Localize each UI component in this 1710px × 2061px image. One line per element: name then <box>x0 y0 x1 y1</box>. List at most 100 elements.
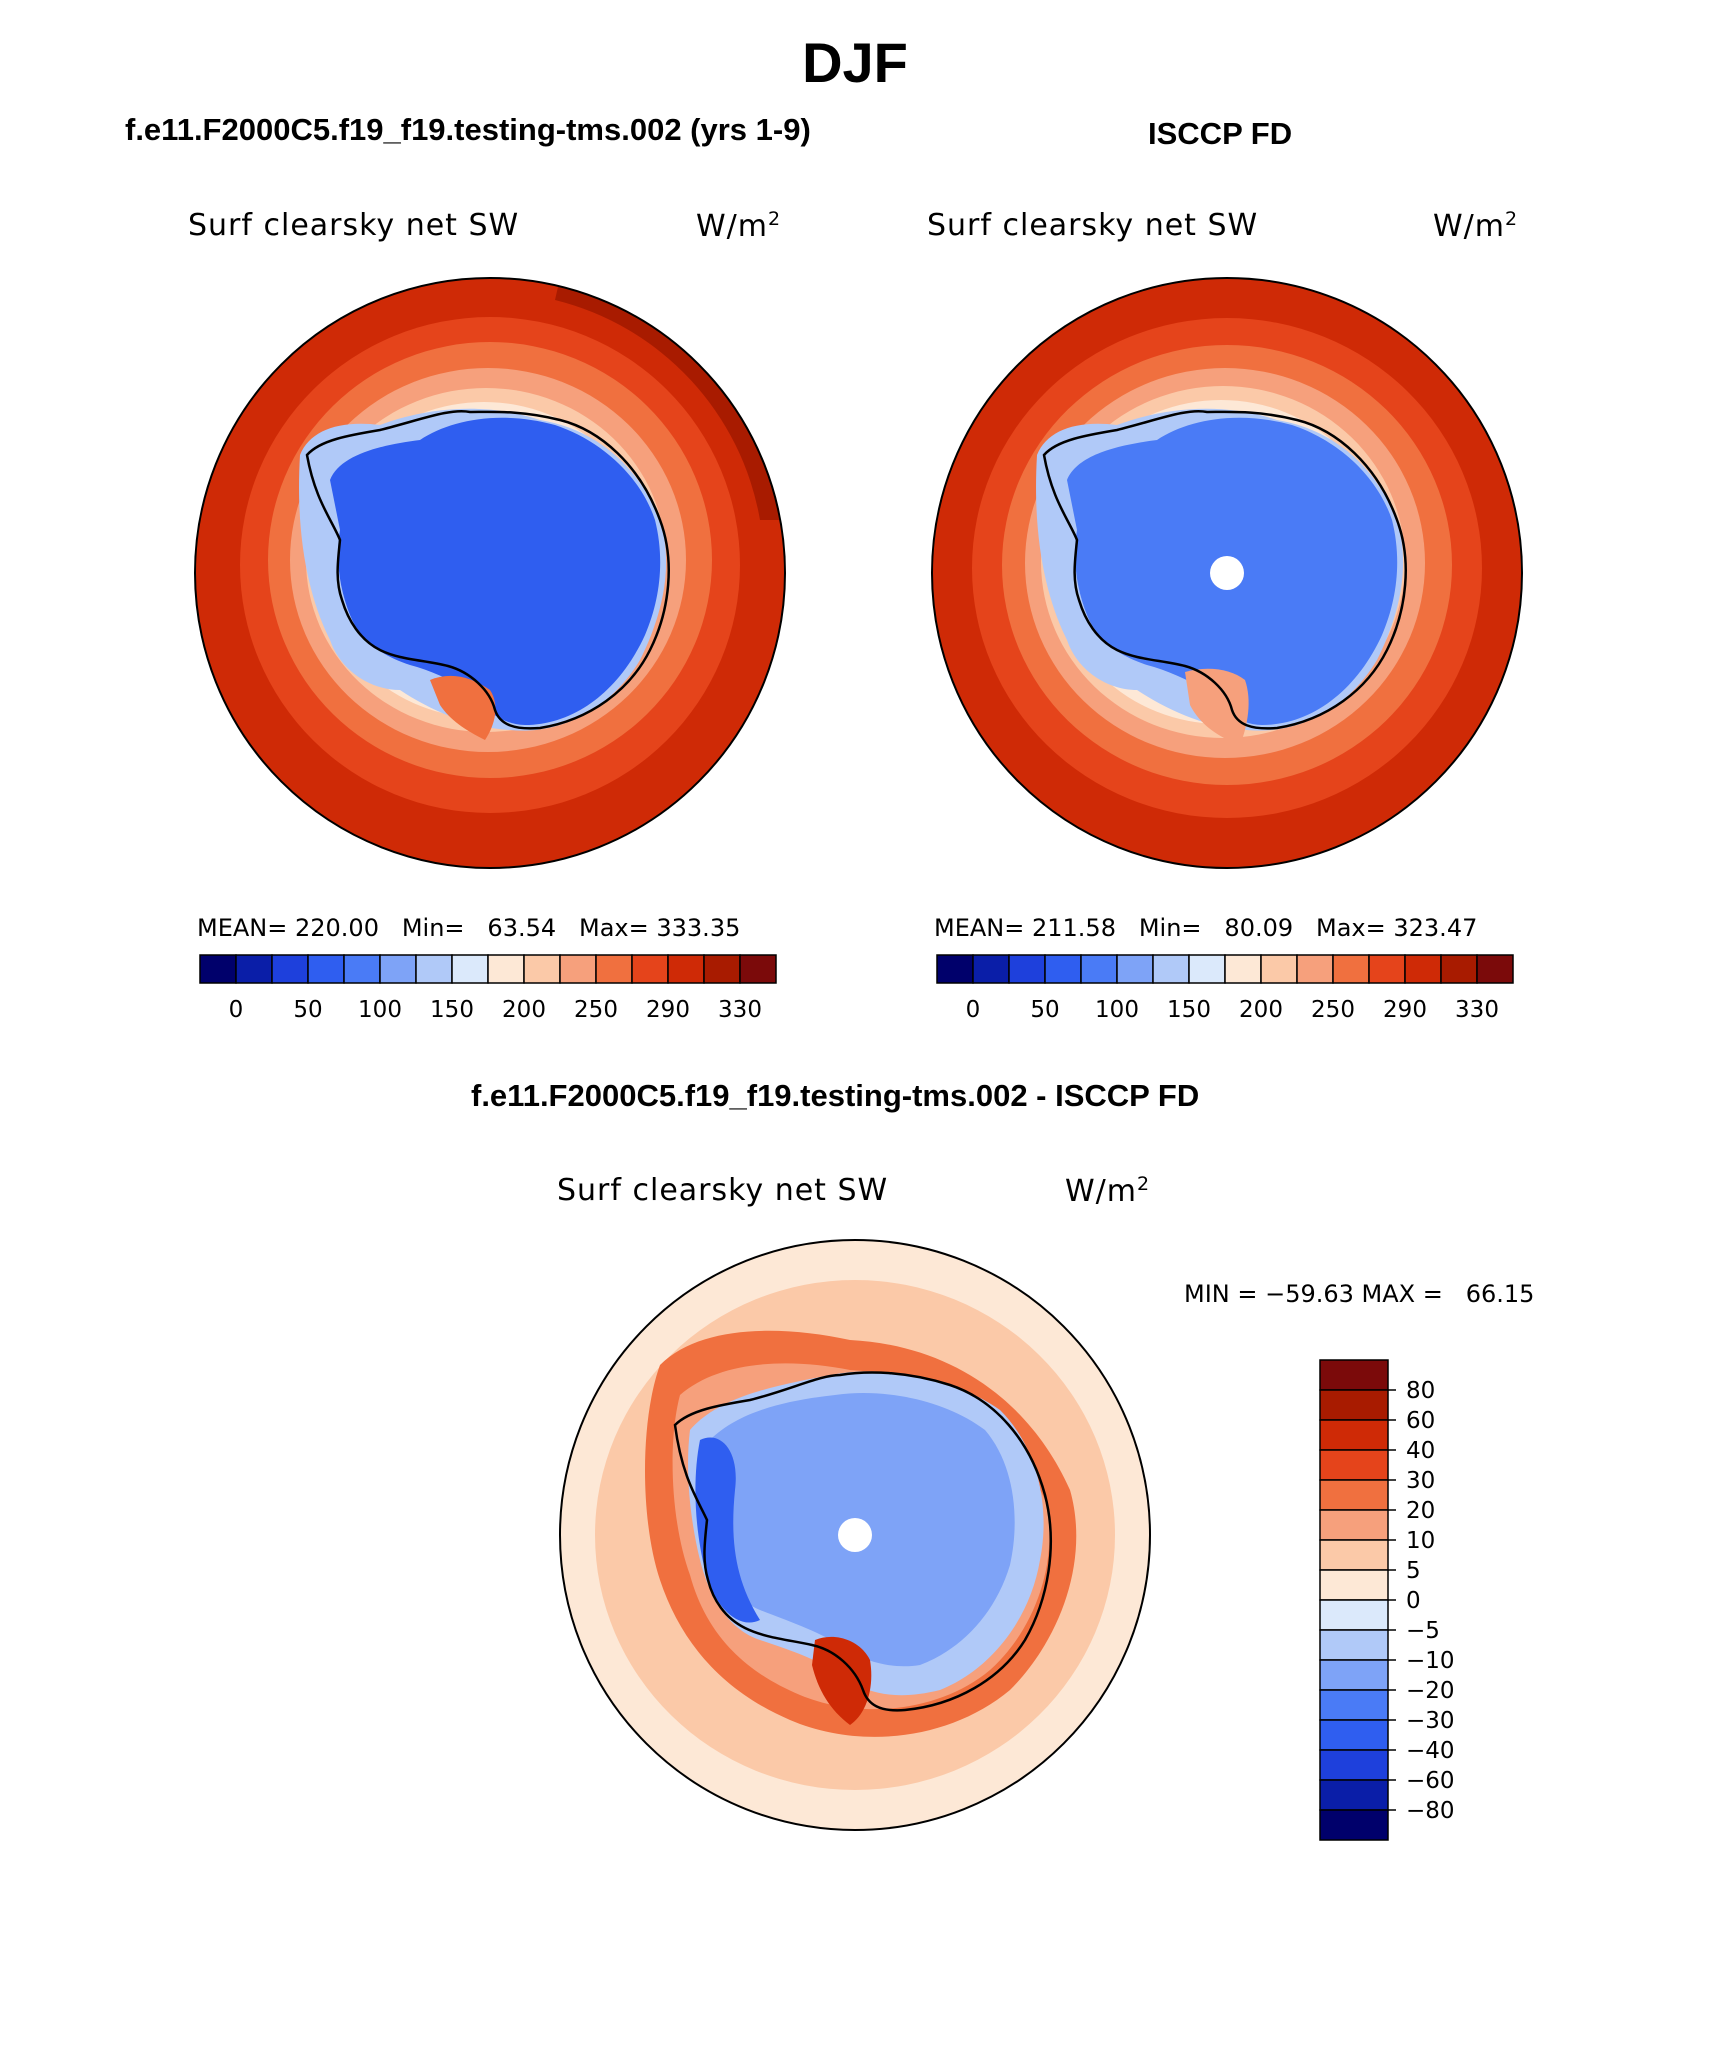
diff-colorbar-tick-label: 40 <box>1406 1438 1435 1464</box>
obs-coastline <box>1042 410 1407 730</box>
diff-colorbar-box <box>1319 1539 1389 1571</box>
diff-colorbar-tick-label: 0 <box>1406 1588 1421 1614</box>
obs-units-label: W/m2 <box>1433 208 1519 244</box>
model-colorbar-box <box>271 954 309 984</box>
model-panel-title: f.e11.F2000C5.f19_f19.testing-tms.002 (y… <box>125 112 811 147</box>
diff-colorbar-box <box>1319 1389 1389 1421</box>
obs-colorbar-box <box>1116 954 1154 984</box>
diff-variable-label: Surf clearsky net SW <box>557 1173 889 1208</box>
model-colorbar-tick-label: 250 <box>574 997 618 1023</box>
obs-colorbar-box <box>1224 954 1262 984</box>
diff-colorbar-box <box>1319 1749 1389 1781</box>
diff-colorbar-box <box>1319 1659 1389 1691</box>
model-colorbar-box <box>451 954 489 984</box>
obs-panel-title: ISCCP FD <box>1148 116 1293 151</box>
obs-colorbar-tick-label: 100 <box>1095 997 1139 1023</box>
diff-colorbar-tick-label: 10 <box>1406 1528 1435 1554</box>
obs-colorbar-tick-label: 150 <box>1167 997 1211 1023</box>
model-coastline <box>305 410 670 730</box>
model-colorbar-box <box>595 954 633 984</box>
model-ross-embayment <box>430 675 496 740</box>
diff-colorbar-tick-label: 5 <box>1406 1558 1421 1584</box>
diff-colorbar-box <box>1319 1719 1389 1751</box>
diff-colorbar-tick-label: −30 <box>1406 1708 1455 1734</box>
diff-colorbar-tick-label: 20 <box>1406 1498 1435 1524</box>
obs-colorbar-box <box>1188 954 1226 984</box>
model-colorbar-tick-label: 100 <box>358 997 402 1023</box>
obs-colorbar-box <box>1440 954 1478 984</box>
diff-colorbar-box <box>1319 1449 1389 1481</box>
model-colorbar-box <box>631 954 669 984</box>
obs-colorbar-tick-label: 50 <box>1030 997 1059 1023</box>
diff-colorbar-tick-label: 80 <box>1406 1378 1435 1404</box>
diff-colorbar-tick-label: −10 <box>1406 1648 1455 1674</box>
diff-colorbar-tick-label: −80 <box>1406 1798 1455 1824</box>
diff-colorbar-box <box>1319 1509 1389 1541</box>
diff-colorbar-box <box>1319 1629 1389 1661</box>
obs-colorbar-box <box>1044 954 1082 984</box>
model-colorbar-tick-label: 330 <box>718 997 762 1023</box>
model-colorbar-tick-label: 150 <box>430 997 474 1023</box>
obs-colorbar-tick-label: 200 <box>1239 997 1283 1023</box>
model-colorbar-box <box>739 954 777 984</box>
diff-stats: MIN = −59.63 MAX = 66.15 <box>1184 1280 1535 1308</box>
diff-colorbar-box <box>1319 1689 1389 1721</box>
diff-colorbar-box <box>1319 1479 1389 1511</box>
obs-colorbar-box <box>1476 954 1514 984</box>
model-colorbar-box <box>199 954 237 984</box>
model-variable-label: Surf clearsky net SW <box>188 208 520 243</box>
obs-colorbar-box <box>1008 954 1046 984</box>
obs-ross-embayment <box>1185 668 1249 745</box>
model-colorbar-box <box>415 954 453 984</box>
diff-colorbar-box <box>1319 1599 1389 1631</box>
diff-colorbar-tick-label: 30 <box>1406 1468 1435 1494</box>
diff-colorbar-box <box>1319 1359 1389 1391</box>
diff-colorbar-tick-label: −20 <box>1406 1678 1455 1704</box>
obs-colorbar-tick-label: 250 <box>1311 997 1355 1023</box>
obs-colorbar-box <box>1404 954 1442 984</box>
obs-colorbar-box <box>1296 954 1334 984</box>
obs-colorbar-tick-label: 0 <box>966 997 981 1023</box>
diff-colorbar-tick-label: 60 <box>1406 1408 1435 1434</box>
obs-colorbar-box <box>1332 954 1370 984</box>
obs-colorbar-tick-label: 330 <box>1455 997 1499 1023</box>
diff-ross-positive <box>812 1636 872 1725</box>
model-colorbar-tick-label: 0 <box>229 997 244 1023</box>
obs-variable-label: Surf clearsky net SW <box>927 208 1259 243</box>
model-colorbar-box <box>307 954 345 984</box>
model-colorbar-tick-label: 200 <box>502 997 546 1023</box>
model-colorbar-tick-label: 290 <box>646 997 690 1023</box>
diff-pole-hole <box>838 1518 872 1552</box>
obs-stats: MEAN= 211.58 Min= 80.09 Max= 323.47 <box>934 914 1478 942</box>
model-colorbar-box <box>487 954 525 984</box>
diff-land-dark-west <box>695 1437 760 1623</box>
model-colorbar-box <box>235 954 273 984</box>
obs-map-border <box>931 277 1523 869</box>
diff-colorbar-tick-label: −40 <box>1406 1738 1455 1764</box>
diff-colorbar-box <box>1319 1569 1389 1601</box>
obs-colorbar-tick-label: 290 <box>1383 997 1427 1023</box>
model-antarctica-land <box>330 417 661 725</box>
obs-colorbar-box <box>936 954 974 984</box>
model-colorbar-box <box>703 954 741 984</box>
diff-colorbar-box <box>1319 1809 1389 1841</box>
model-colorbar-tick-label: 50 <box>293 997 322 1023</box>
model-colorbar-box <box>667 954 705 984</box>
diff-panel-title: f.e11.F2000C5.f19_f19.testing-tms.002 - … <box>471 1078 1200 1113</box>
obs-colorbar-box <box>972 954 1010 984</box>
diff-colorbar-box <box>1319 1419 1389 1451</box>
diff-colorbar-tick-label: −5 <box>1406 1618 1440 1644</box>
diff-units-label: W/m2 <box>1065 1173 1151 1209</box>
model-colorbar-box <box>343 954 381 984</box>
model-rim-dark <box>555 278 782 520</box>
diff-colorbar-box <box>1319 1779 1389 1811</box>
diff-map-border <box>559 1239 1151 1831</box>
obs-pole-hole <box>1210 556 1244 590</box>
model-map-border <box>194 277 786 869</box>
